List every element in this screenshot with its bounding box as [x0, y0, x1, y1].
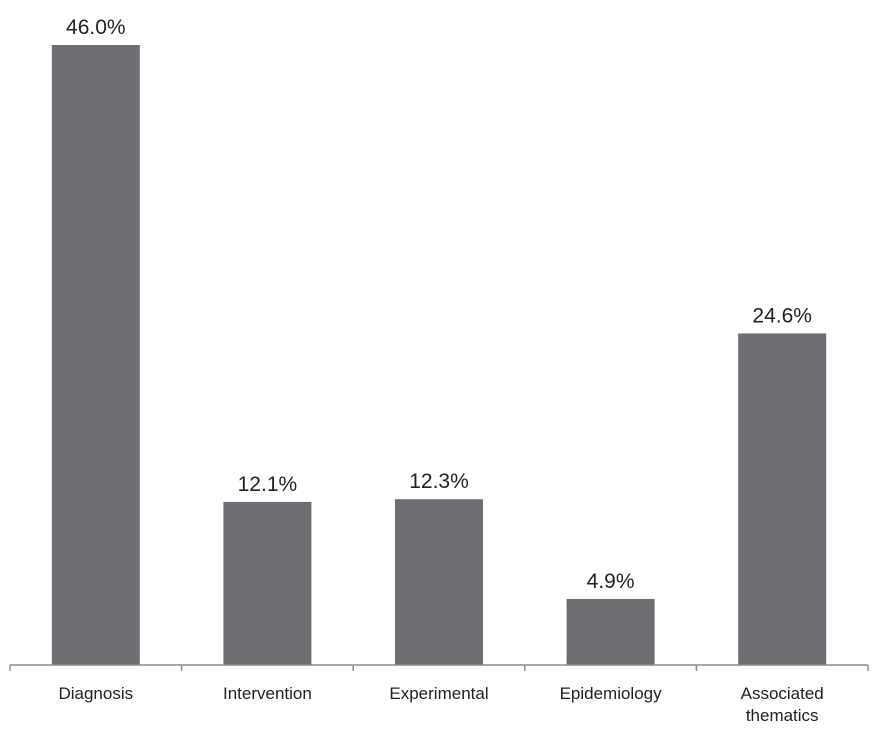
category-label-line: Associated — [741, 684, 824, 703]
category-labels-layer: Diagnosis Intervention Experimental Epidemi… — [58, 684, 823, 725]
bar-intervention — [223, 501, 312, 665]
data-label: 24.6% — [752, 304, 812, 327]
category-label: Associated thematics — [741, 684, 824, 725]
category-label-line: Diagnosis — [58, 684, 133, 703]
category-label: Experimental — [389, 684, 488, 703]
data-label: 12.3% — [409, 470, 469, 493]
bar-epidemiology — [566, 598, 655, 665]
bar-experimental — [395, 499, 483, 665]
category-label: Diagnosis — [58, 684, 133, 703]
category-label: Epidemiology — [560, 684, 663, 703]
category-label-line: Epidemiology — [560, 684, 663, 703]
category-label-line: Intervention — [223, 684, 312, 703]
bar-associated-thematics — [738, 333, 827, 665]
data-labels-layer: 46.0% 12.1% 12.3% 4.9% 24.6% — [66, 16, 812, 593]
category-label: Intervention — [223, 684, 312, 703]
category-label-line: Experimental — [389, 684, 488, 703]
bars-layer — [51, 45, 827, 665]
data-label: 46.0% — [66, 16, 126, 39]
data-label: 4.9% — [587, 570, 635, 593]
x-axis-ticks-layer — [9, 665, 869, 671]
category-label-line: thematics — [746, 706, 819, 725]
data-label: 12.1% — [238, 473, 298, 496]
bar-diagnosis — [51, 45, 140, 665]
